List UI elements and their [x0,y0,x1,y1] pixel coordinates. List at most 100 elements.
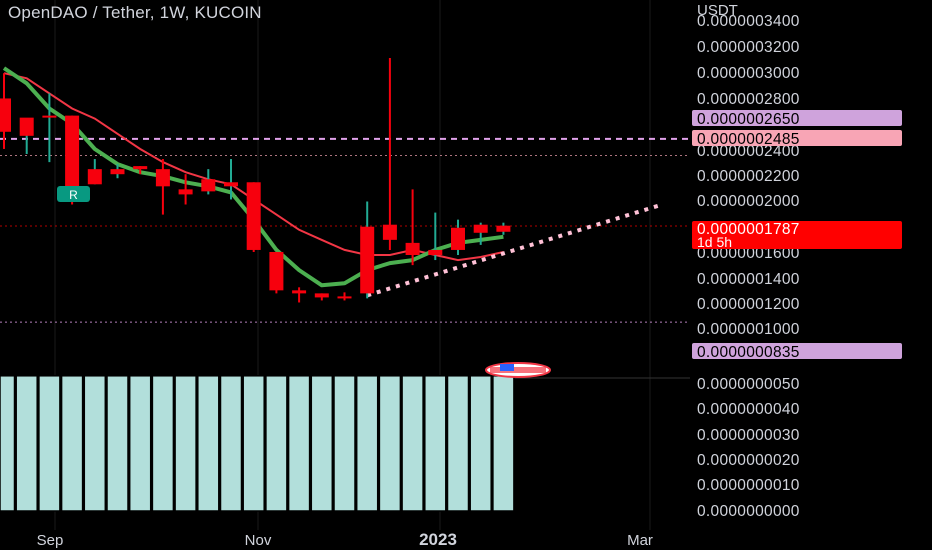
price-tick-label: 0.0000001400 [697,271,800,288]
candle[interactable] [246,182,261,252]
time-axis-label: Nov [245,532,272,549]
dotted-trendline-line[interactable] [366,202,663,298]
price-tick-label: 0.0000001000 [697,321,800,338]
volume-bar [38,375,61,512]
volume-bar [446,375,470,512]
candle[interactable] [269,251,284,294]
volume-tick-label: 0.0000000020 [697,452,800,469]
candle[interactable] [337,292,352,301]
price-tick-label: 0.0000001600 [697,245,800,262]
volume-bar [401,375,424,512]
volume-tick-label: 0.0000000010 [697,477,800,494]
candle-body [292,290,307,294]
candle-body [314,293,329,298]
price-tick-label: 0.0000002400 [697,143,800,160]
level-2650-label-box[interactable] [692,110,902,126]
price-tick-label: 0.0000002200 [697,168,800,185]
countdown-label: 1d 5h [697,234,732,250]
candle[interactable] [110,164,125,179]
price-tick-label: 0.0000002000 [697,193,800,210]
price-tick-label: 0.0000003000 [697,65,800,82]
candle[interactable] [133,166,148,175]
volume-bar [333,375,356,512]
volume-bar [219,375,243,512]
candle-body [473,224,488,233]
r-marker-label: R [69,188,78,202]
current-price-label: 0.0000001787 [697,221,800,238]
candle-body [133,166,148,170]
volume-bar [128,375,152,512]
price-tick-label: 0.0000003200 [697,39,800,56]
volume-bar [174,375,197,512]
candle-body [42,115,57,118]
volume-bar [151,375,175,512]
dotted-trendline[interactable] [366,202,663,298]
candle[interactable] [314,293,329,301]
candle-body [360,226,375,294]
price-tick-label: 0.0000003400 [697,13,800,30]
time-axis[interactable]: Sep Nov 2023 Mar [37,530,653,549]
candles[interactable] [0,58,511,303]
candle-body [246,182,261,250]
candle[interactable] [292,287,307,303]
candle-body [178,189,193,195]
us-flag-icon[interactable] [485,362,551,378]
flag-canton [500,364,514,371]
candle[interactable] [19,117,34,154]
r-marker-badge [57,186,90,202]
volume-bar [197,375,220,512]
candle-body [224,182,238,187]
candle-body [0,98,11,132]
level-0835-label: 0.0000000835 [697,344,800,361]
candle[interactable] [155,159,170,215]
candle-body [337,296,352,299]
time-axis-label: 2023 [419,530,457,549]
volume-tick-label: 0.0000000040 [697,401,800,418]
candle[interactable] [87,159,102,185]
candle-body [65,115,80,200]
candle[interactable] [428,212,443,261]
candle[interactable] [178,174,193,205]
markers: R [57,186,551,378]
candle[interactable] [496,222,511,235]
candle[interactable] [42,93,57,163]
volume-bar [0,375,16,512]
candle[interactable] [451,219,465,255]
candle[interactable] [382,58,397,250]
volume-bar [242,375,265,512]
candle[interactable] [224,159,238,200]
volume-bar [287,375,311,512]
candle-body [405,242,420,255]
volume-bar [106,375,129,512]
candle-body [496,225,511,232]
candle-body [19,117,34,136]
candle-body [428,249,443,255]
level-2485-label: 0.0000002485 [697,131,800,148]
volume-tick-label: 0.0000000000 [697,503,800,520]
volume-bar [310,375,334,512]
candle-body [451,227,465,250]
volume-bar [355,375,379,512]
candle[interactable] [201,169,216,195]
candle[interactable] [0,73,11,149]
candle-body [155,169,170,187]
level-2485-label-box[interactable] [692,130,902,146]
candle[interactable] [405,189,420,266]
volume-tick-label: 0.0000000050 [697,376,800,393]
candle[interactable] [360,201,375,299]
level-0835-label-box[interactable] [692,343,902,359]
volume-bar [83,375,107,512]
candle-body [201,179,216,192]
volume-bar [492,375,515,512]
volume-bar [265,375,288,512]
candle-body [382,224,397,240]
volume-bar [378,375,402,512]
volume-bar [424,375,447,512]
flag-stripe [490,367,546,373]
candle[interactable] [473,222,488,245]
horizontal-levels [0,137,690,323]
current-price-box[interactable] [692,221,902,249]
volume-bar [15,375,38,512]
price-axis[interactable]: 0.0000003400 0.0000003200 0.0000003000 0.00… [692,13,902,520]
